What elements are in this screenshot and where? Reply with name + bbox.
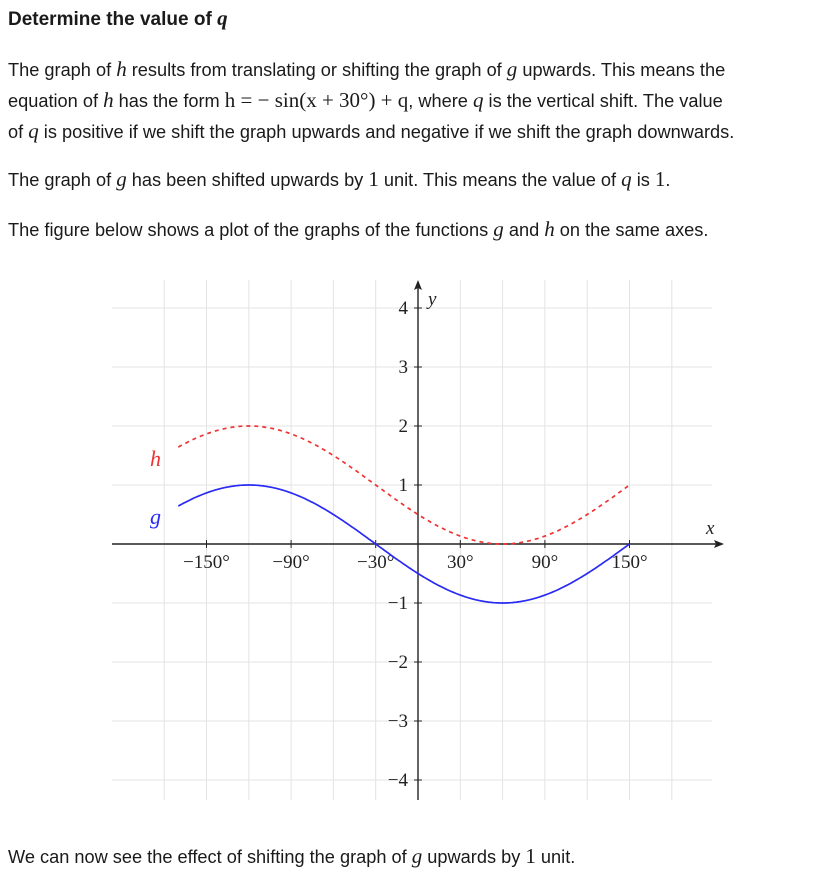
paragraph-explanation: The graph of h results from translating … bbox=[8, 57, 735, 143]
y-axis-label: y bbox=[426, 289, 437, 310]
y-tick-label: 2 bbox=[399, 416, 409, 437]
axes bbox=[112, 280, 724, 800]
y-tick-label: 4 bbox=[399, 298, 409, 319]
y-tick-label: −2 bbox=[388, 652, 408, 673]
y-tick-label: −3 bbox=[388, 711, 408, 732]
x-tick-label: 30° bbox=[447, 552, 474, 573]
section-heading: Determine the value of q bbox=[8, 6, 228, 30]
curve-h bbox=[177, 425, 630, 545]
curve-label-g: g bbox=[150, 504, 161, 529]
y-tick-label: −1 bbox=[388, 593, 408, 614]
curves bbox=[177, 425, 630, 604]
x-tick-label: −150° bbox=[183, 552, 230, 573]
y-tick-label: −4 bbox=[388, 770, 409, 791]
x-tick-label: 150° bbox=[611, 552, 647, 573]
x-tick-label: −30° bbox=[357, 552, 394, 573]
formula: h = − sin(x + 30°) + q bbox=[224, 88, 409, 112]
y-tick-label: 3 bbox=[399, 357, 409, 378]
curve-label-h: h bbox=[150, 446, 161, 471]
x-axis-label: x bbox=[705, 518, 715, 539]
y-tick-label: 1 bbox=[399, 475, 409, 496]
paragraph-figure-intro: The figure below shows a plot of the gra… bbox=[8, 217, 709, 241]
curve-g bbox=[177, 484, 630, 604]
paragraph-shift: The graph of g has been shifted upwards … bbox=[8, 167, 671, 191]
y-axis-arrow bbox=[414, 280, 422, 290]
x-axis-arrow bbox=[714, 540, 724, 548]
tick-labels: −150° −90° −30° 30° 90° 150° −4 −3 −2 −1 1 2 3 4 bbox=[183, 298, 647, 791]
x-tick-label: 90° bbox=[532, 552, 559, 573]
grid bbox=[112, 280, 712, 800]
paragraph-conclusion: We can now see the effect of shifting th… bbox=[8, 844, 576, 868]
x-tick-label: −90° bbox=[272, 552, 309, 573]
